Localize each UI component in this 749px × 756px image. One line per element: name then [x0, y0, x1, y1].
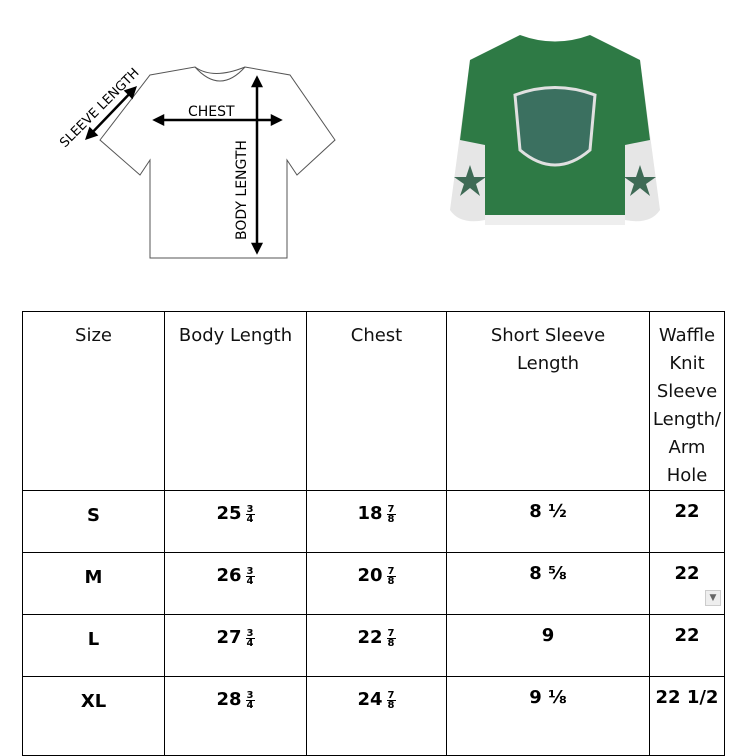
cell-waffle-sleeve: 22 1/2: [649, 676, 725, 756]
table-row: XL 28 3 4 24 7 8 9 ⅛ 22 1/2: [22, 676, 725, 756]
cell-short-sleeve: 9: [446, 614, 650, 677]
cell-waffle-sleeve: 22: [649, 614, 725, 677]
body-length-label: BODY LENGTH: [234, 140, 250, 240]
chest-label: CHEST: [188, 104, 235, 120]
size-chart-table: Size Body Length Chest Short Sleeve Leng…: [22, 311, 725, 756]
cell-body-length: 28 3 4: [164, 676, 307, 756]
cell-short-sleeve: 8 ½: [446, 490, 650, 553]
header-waffle-sleeve: Waffle Knit Sleeve Length/ Arm Hole: [649, 311, 725, 491]
header-body-length: Body Length: [164, 311, 307, 491]
cell-chest: 20 7 8: [306, 552, 447, 615]
header-size: Size: [22, 311, 165, 491]
header-chest: Chest: [306, 311, 447, 491]
product-photo-shirt: [450, 35, 660, 225]
cell-short-sleeve: 9 ⅛: [446, 676, 650, 756]
cell-chest: 24 7 8: [306, 676, 447, 756]
table-row: S 25 3 4 18 7 8 8 ½ 22: [22, 490, 725, 553]
cell-body-length: 26 3 4: [164, 552, 307, 615]
cell-size: M: [22, 552, 165, 615]
star-icon: [624, 165, 656, 196]
table-row: L 27 3 4 22 7 8 9 22: [22, 614, 725, 677]
cell-size: L: [22, 614, 165, 677]
cell-short-sleeve: 8 ⅝: [446, 552, 650, 615]
cell-size: XL: [22, 676, 165, 756]
cell-body-length: 27 3 4: [164, 614, 307, 677]
cell-size: S: [22, 490, 165, 553]
star-icon: [454, 165, 486, 196]
header-short-sleeve: Short Sleeve Length: [446, 311, 650, 491]
table-header-row: Size Body Length Chest Short Sleeve Leng…: [22, 311, 725, 491]
cell-chest: 18 7 8: [306, 490, 447, 553]
tshirt-measurement-diagram: CHEST BODY LENGTH SLEEVE LENGTH: [57, 66, 336, 259]
cell-waffle-sleeve: 22: [649, 490, 725, 553]
cell-body-length: 25 3 4: [164, 490, 307, 553]
table-row: M 26 3 4 20 7 8 8 ⅝ 22: [22, 552, 725, 615]
cell-chest: 22 7 8: [306, 614, 447, 677]
dropdown-arrow-icon[interactable]: ▼: [705, 590, 721, 606]
